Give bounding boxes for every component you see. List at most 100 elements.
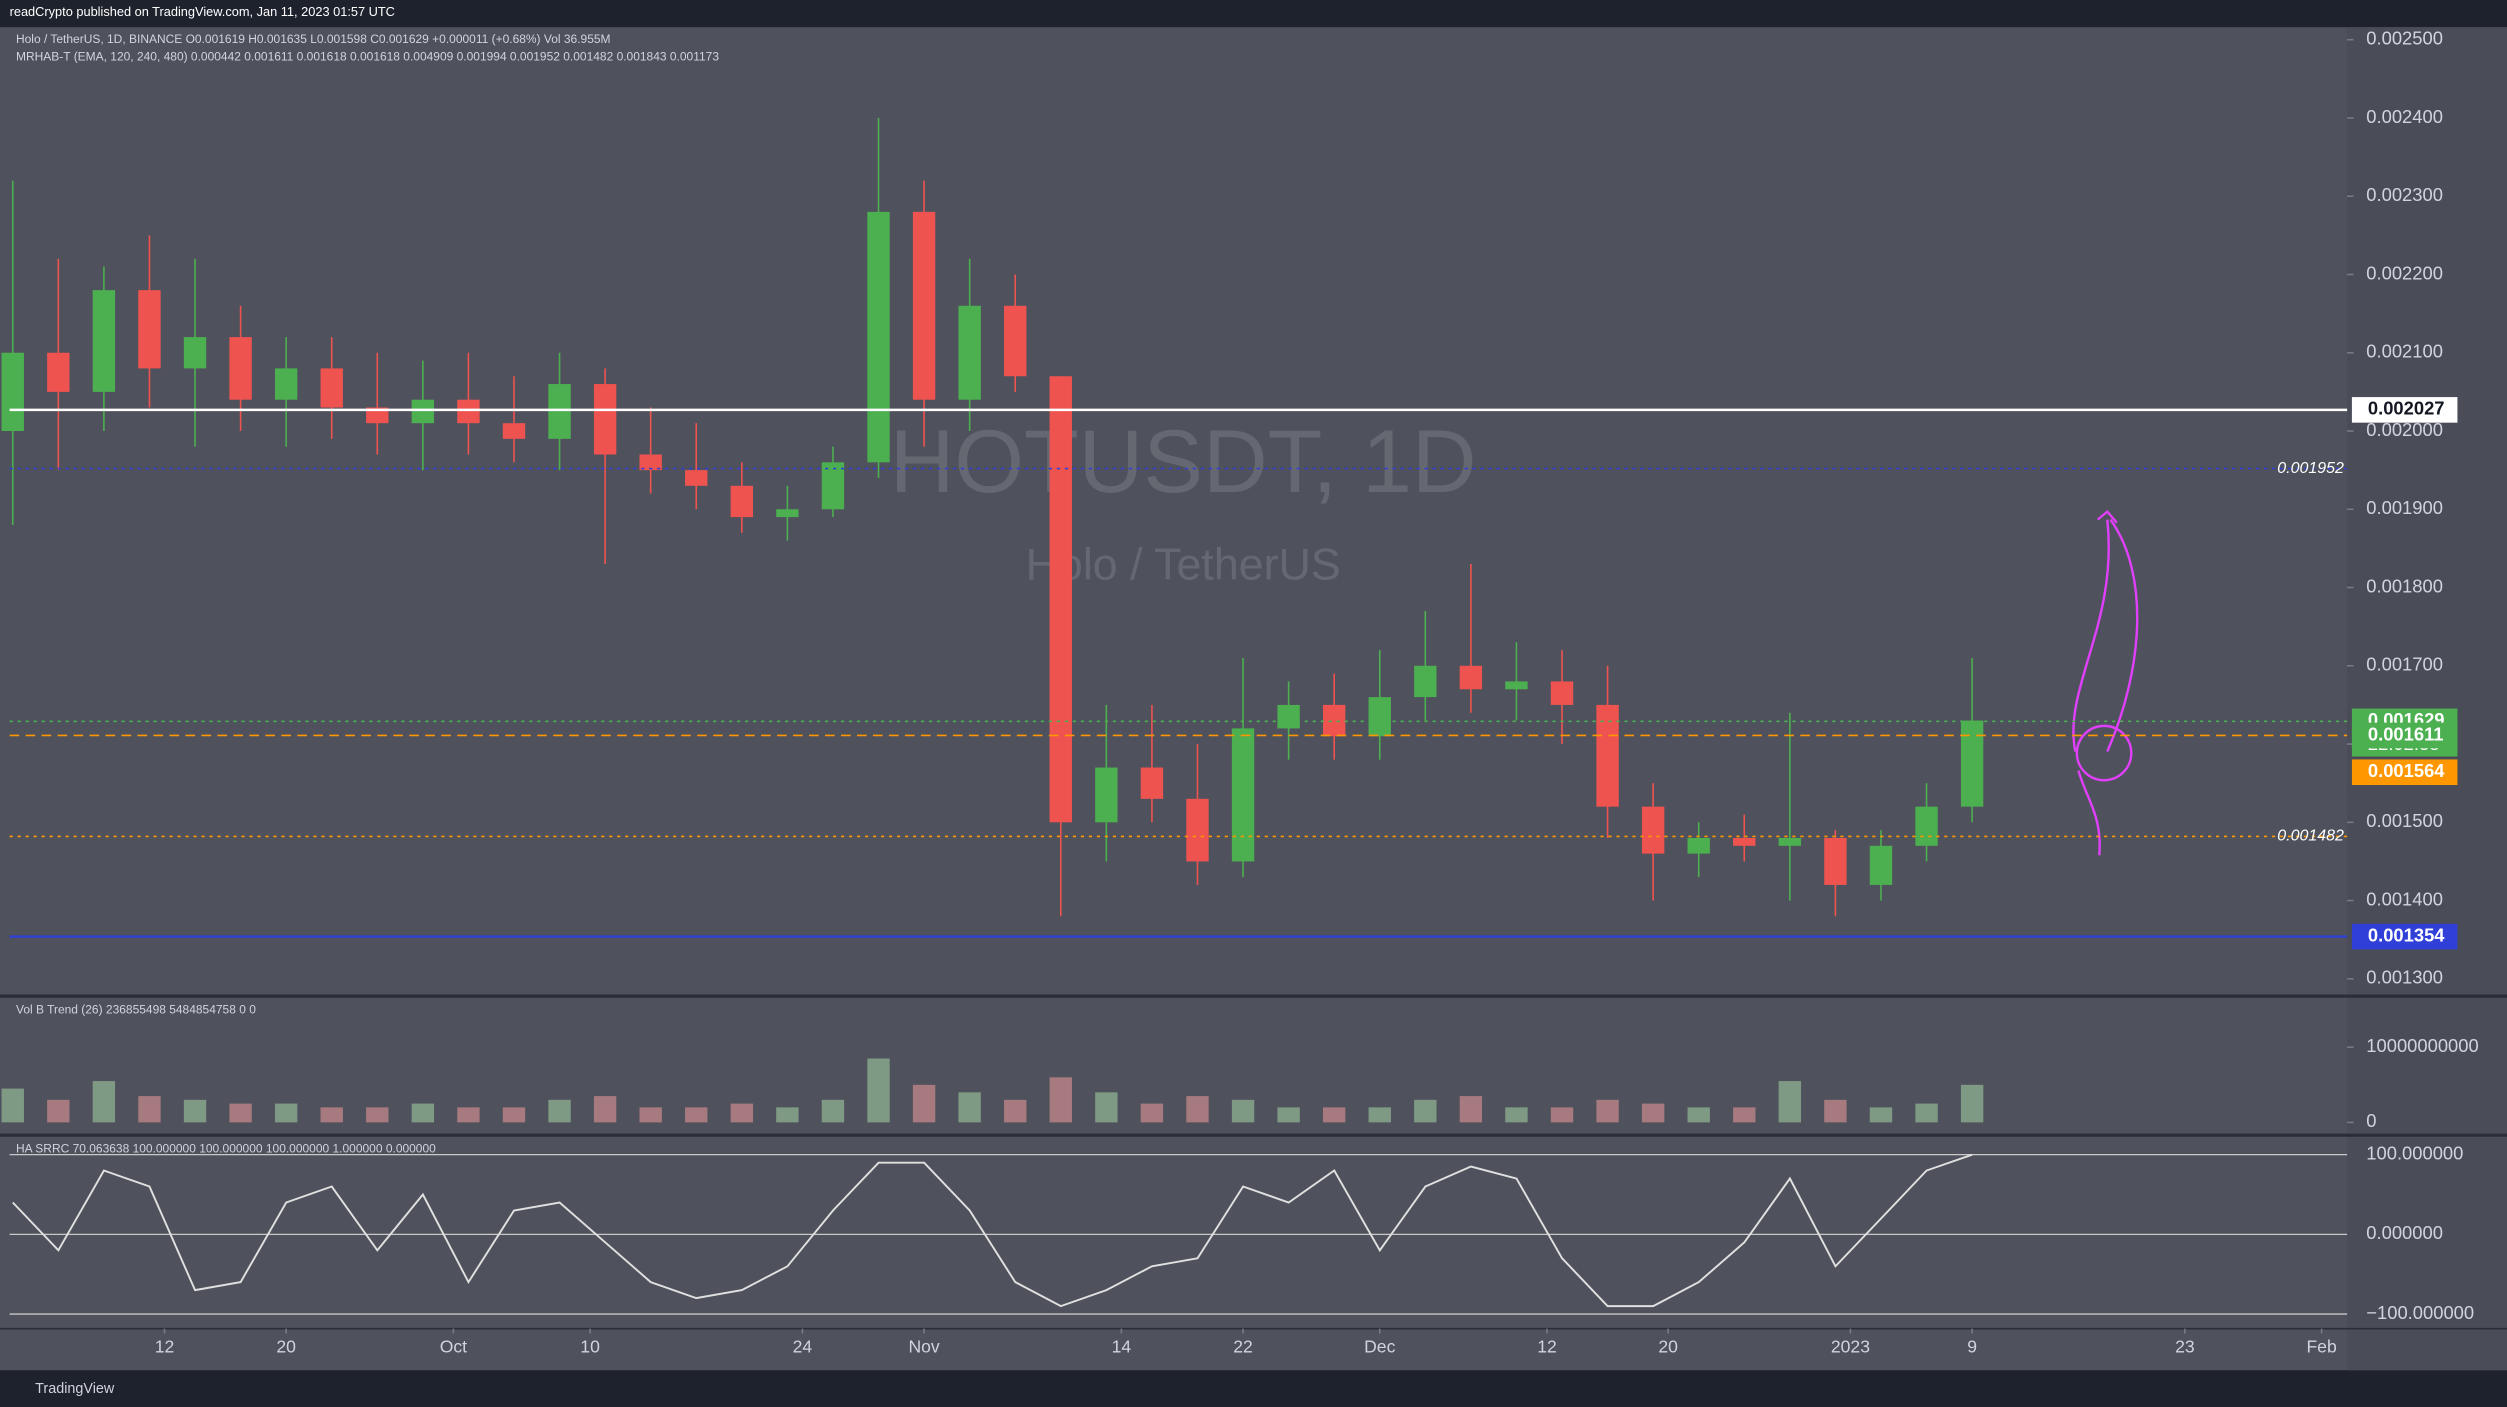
candle-body [639,454,662,471]
y-tick-label: 0.001300 [2366,967,2443,988]
candle-body [1004,305,1027,377]
y-tick-label: 10000000000 [2366,1035,2478,1056]
x-tick-label: Dec [1364,1336,1395,1356]
x-tick-label: 2023 [1831,1336,1870,1356]
candle-body [229,337,252,400]
x-tick-label: Oct [440,1336,467,1356]
price-tag-label: 0.001564 [2368,760,2445,781]
published-note: readCrypto published on TradingView.com,… [10,4,395,19]
candle-body [183,337,207,369]
volume-bar [1778,1081,1802,1123]
y-tick-label: 0.000000 [2366,1222,2443,1243]
volume-bar [1231,1099,1255,1123]
volume-bar [183,1099,207,1123]
volume-bar [1004,1099,1027,1123]
volume-legend: Vol B Trend (26) 236855498 5484854758 0 … [16,1003,256,1017]
price-tag-label: 0.001611 [2368,723,2444,744]
y-tick-label: 0.002500 [2366,28,2443,49]
y-tick-label: 0.002000 [2366,419,2443,440]
oscillator-line [12,1153,1973,1308]
y-tick-label: 0.001400 [2366,888,2443,909]
volume-bar [1596,1099,1619,1123]
x-tick-label: 22 [1233,1336,1253,1356]
x-tick-label: 12 [1537,1336,1557,1356]
volume-bar [1550,1107,1574,1123]
candle-body [867,211,890,463]
price-tag [2351,722,2458,749]
candle-body [366,407,389,424]
y-tick-label: 0.001800 [2366,575,2443,596]
candle-body [1277,704,1300,729]
y-tick-label: 0.002400 [2366,106,2443,127]
volume-bar [92,1081,116,1123]
candle-body [1550,681,1574,705]
candle-body [1915,806,1938,846]
y-tick-label: 0.002300 [2366,184,2443,205]
candle-body [1095,767,1118,823]
volume-bar [366,1107,389,1123]
volume-bar [1414,1099,1437,1123]
candle-body [1140,767,1164,799]
price-tag [2351,923,2458,950]
volume-bar [1687,1107,1710,1123]
candle-body [457,399,480,424]
volume-bar [1140,1103,1164,1123]
price-tag-label: 0.002027 [2368,398,2445,419]
y-tick-label: 0.002100 [2366,341,2443,362]
y-tick-label: 0.002200 [2366,262,2443,283]
volume-bar [229,1103,252,1123]
candle-body [1368,697,1391,737]
x-tick-label: 9 [1967,1336,1977,1356]
x-tick-label: Nov [908,1336,939,1356]
volume-bar [639,1107,662,1123]
y-tick-label: −100.000000 [2366,1302,2474,1323]
candle-body [320,368,343,408]
candle-body [1596,704,1619,807]
level-label: 0.001952 [2277,460,2344,477]
x-tick-label: 10 [580,1336,600,1356]
volume-bar [867,1058,890,1123]
candle-body [958,305,981,400]
level-label: 0.001482 [2277,828,2344,845]
volume-bar [1049,1077,1072,1123]
volume-bar [1869,1107,1893,1123]
candle-body [730,485,754,518]
volume-bar [821,1099,845,1123]
candle-body [1186,798,1209,862]
candle-body [1778,837,1802,846]
volume-bar [1277,1107,1300,1123]
volume-bar [730,1103,754,1123]
volume-bar [457,1107,480,1123]
candle-body [1459,665,1483,690]
candle-body [1824,837,1847,885]
candle-body [1733,837,1756,846]
y-tick-label: 0 [2366,1110,2376,1131]
volume-bar [47,1099,70,1123]
x-tick-label: 14 [1112,1336,1132,1356]
price-axis [2347,27,2507,1371]
candle-body [1049,376,1072,823]
volume-bar [1368,1107,1391,1123]
candle-body [502,423,526,439]
candle-body [1869,845,1893,885]
price-tag-label: 0.001354 [2368,924,2445,945]
volume-bar [1095,1092,1118,1123]
x-tick-label: 12 [155,1336,175,1356]
candle-body [1960,720,1984,807]
volume-bar [411,1103,435,1123]
x-tick-label: 20 [1658,1336,1678,1356]
volume-bar [912,1084,936,1123]
volume-bar [502,1107,526,1123]
oscillator-legend: HA SRRC 70.063638 100.000000 100.000000 … [16,1142,436,1156]
y-tick-label: 0.001700 [2366,654,2443,675]
volume-bar [1960,1084,1984,1123]
volume-bar [548,1099,571,1123]
x-tick-label: 20 [276,1336,296,1356]
volume-bar [1733,1107,1756,1123]
candle-body [1,352,24,432]
x-tick-label: 23 [2175,1336,2195,1356]
candle-body [776,509,799,518]
price-tag [2351,759,2458,786]
candle-body [1231,728,1255,862]
